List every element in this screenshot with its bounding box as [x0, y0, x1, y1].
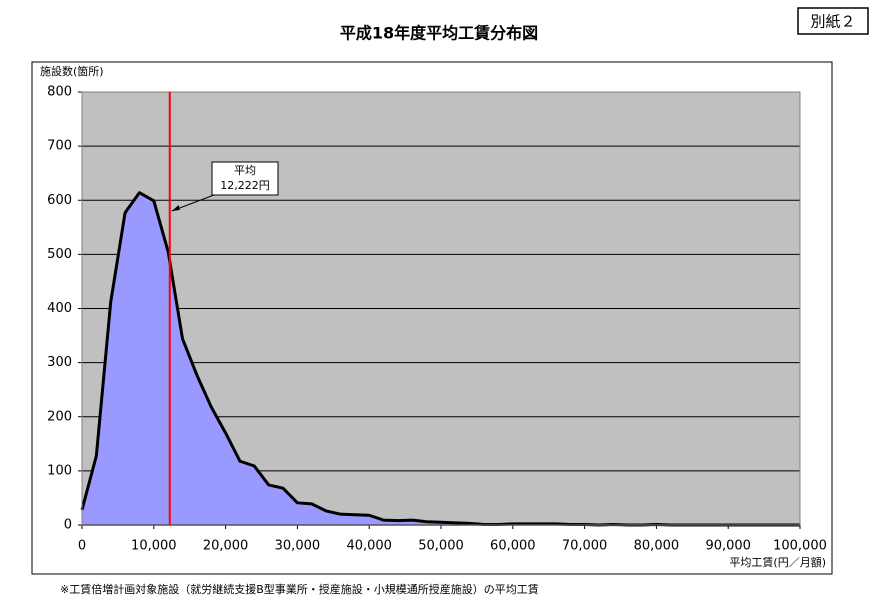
x-axis-label: 平均工賃(円／月額) — [729, 555, 826, 569]
tag: 別紙２ — [810, 13, 855, 31]
footnote: ※工賃倍増計画対象施設（就労継続支援B型事業所・授産施設・小規模通所授産施設）の… — [60, 582, 539, 596]
x-tick-label: 40,000 — [346, 539, 392, 554]
y-tick-label: 800 — [47, 85, 72, 100]
x-tick-label: 10,000 — [131, 539, 177, 554]
annotation-box — [211, 161, 279, 196]
x-tick-label: 100,000 — [773, 539, 827, 554]
y-tick-label: 200 — [47, 409, 72, 424]
y-tick-label: 0 — [64, 518, 72, 533]
x-tick-label: 90,000 — [705, 539, 751, 554]
plot-border — [81, 91, 801, 526]
y-tick-label: 300 — [47, 355, 72, 370]
x-tick-label: 20,000 — [203, 539, 249, 554]
y-tick-label: 100 — [47, 463, 72, 478]
annotation-arrowhead — [171, 205, 180, 211]
x-tick-label: 80,000 — [634, 539, 680, 554]
x-tick-label: 0 — [78, 539, 86, 554]
annotation: 平均 — [234, 164, 256, 177]
area — [82, 192, 800, 526]
x-tick-label: 50,000 — [418, 539, 464, 554]
y-tick-label: 400 — [47, 301, 72, 316]
x-tick-label: 70,000 — [562, 539, 608, 554]
y-tick-label: 600 — [47, 193, 72, 208]
chart-title: 平成18年度平均工賃分布図 — [340, 24, 538, 43]
annotation: 12,222円 — [220, 179, 270, 192]
chart-frame — [31, 61, 833, 575]
x-tick-label: 60,000 — [490, 539, 536, 554]
x-tick-label: 30,000 — [275, 539, 321, 554]
y-tick-label: 700 — [47, 139, 72, 154]
y-axis-label: 施設数(箇所) — [40, 64, 104, 78]
tag-box — [797, 7, 869, 35]
y-tick-label: 500 — [47, 247, 72, 262]
